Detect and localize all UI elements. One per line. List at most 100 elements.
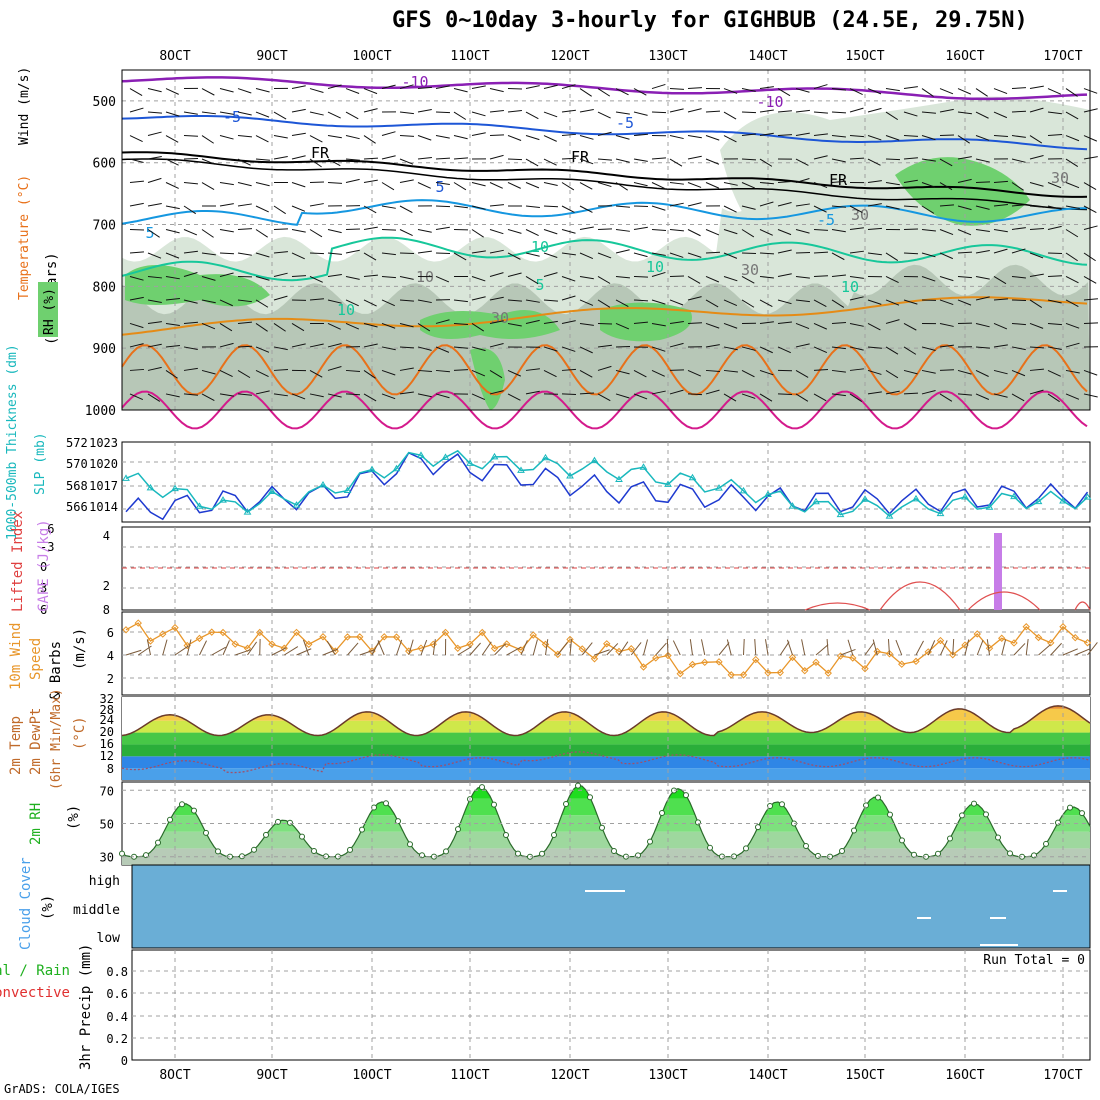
wind-barb (165, 229, 180, 234)
wind-barb (813, 322, 828, 330)
wind-barb (741, 205, 756, 210)
wind-barb (417, 156, 432, 160)
wind-barb (453, 346, 468, 349)
rh2m-marker (299, 833, 305, 840)
wind-barb (1065, 393, 1080, 400)
wind-barb (219, 369, 233, 377)
wind-barb (939, 88, 954, 95)
wind10-barb (1075, 648, 1091, 656)
contour-label: FR (571, 148, 590, 166)
slp-marker (517, 466, 525, 473)
wind-barb (723, 393, 737, 402)
slp-marker (1034, 497, 1043, 505)
wind-barb (219, 252, 235, 255)
wind-barb (849, 275, 864, 279)
wind-barb (399, 322, 414, 328)
wind-barb (255, 229, 268, 238)
wind-barb (903, 86, 918, 90)
wind-barb (381, 182, 395, 191)
wind-barb (561, 182, 575, 191)
wind10-barb (672, 640, 681, 656)
wind-speed-marker (368, 647, 376, 655)
wind-barb (669, 369, 685, 371)
slp-marker (368, 465, 376, 473)
wind-barb (831, 299, 845, 308)
wind-barb (723, 299, 738, 306)
rh2m-marker (971, 800, 977, 807)
wind-speed-marker (541, 640, 550, 649)
slp-marker (566, 472, 574, 479)
wind-barb (273, 368, 289, 371)
lifted-index-line (804, 602, 871, 611)
wind-barb (903, 111, 918, 117)
wind-barb (669, 299, 684, 306)
wind-barb (741, 182, 756, 189)
cloud-level-label: high (89, 874, 120, 889)
wind-speed-marker (898, 660, 906, 668)
wind-barb (471, 296, 486, 301)
wind-barb (417, 346, 432, 351)
wind10-barb (396, 639, 403, 656)
wind-barb (309, 203, 324, 207)
wind-barb (255, 182, 270, 187)
wind-barb (291, 323, 305, 332)
wind-barb (813, 346, 828, 353)
wind-barb (201, 158, 216, 165)
wind-barb (579, 392, 595, 395)
wind-barb (795, 109, 810, 113)
wind10-barb (915, 640, 924, 656)
wind-barb (273, 323, 286, 332)
wind-barb (291, 275, 307, 277)
wind-barb (903, 135, 919, 137)
wind10-barb (481, 641, 492, 656)
wind-barb (939, 182, 953, 191)
wind-barb (381, 369, 396, 376)
wind-barb (273, 135, 288, 139)
wind-barb (777, 346, 791, 354)
wind-barb (633, 393, 648, 400)
wind-barb (597, 88, 611, 97)
contour-label: -5 (223, 108, 241, 126)
wind-barb (399, 346, 415, 349)
wind-barb (597, 365, 612, 371)
wind-barb (975, 346, 990, 349)
wind-barb (561, 157, 577, 160)
wind-barb (597, 158, 612, 161)
wind-barb (309, 369, 323, 378)
rh2m-marker (755, 824, 761, 831)
wind-barb (417, 182, 431, 189)
wind-barb (309, 135, 323, 143)
wind-barb (219, 342, 234, 348)
wind-barb (561, 229, 576, 234)
wind-barb (993, 180, 1008, 184)
wind-barb (687, 296, 702, 301)
wind-barb (705, 389, 720, 395)
wind-barb (489, 249, 504, 254)
wind-barb (615, 135, 630, 140)
wind-barb (237, 321, 252, 324)
wind-barb (201, 88, 215, 96)
precip-convective-label: Convective (0, 985, 70, 1001)
wind-barb (777, 273, 792, 277)
wind-barb (867, 88, 882, 95)
wind-barb (417, 229, 432, 233)
wind-barb (831, 369, 846, 373)
wind-barb (309, 343, 324, 348)
wind-barb (795, 370, 809, 378)
slp-marker (985, 503, 994, 510)
wind-barb (885, 276, 899, 284)
wind-barb (165, 322, 180, 327)
slp-line (125, 449, 1089, 518)
x-tick-label-bottom: 15OCT (845, 1068, 884, 1083)
rh2m-marker (455, 826, 461, 833)
wind-barb (957, 251, 973, 254)
wind-barb (165, 297, 180, 301)
wind-speed-marker (490, 644, 499, 653)
wind-barb (885, 390, 900, 395)
wind10-barb (606, 643, 619, 656)
wind-barb (129, 275, 144, 281)
wind-barb (453, 111, 467, 120)
wind10-barb (927, 640, 936, 656)
wind-barb (363, 252, 377, 261)
wind-barb (525, 368, 540, 371)
